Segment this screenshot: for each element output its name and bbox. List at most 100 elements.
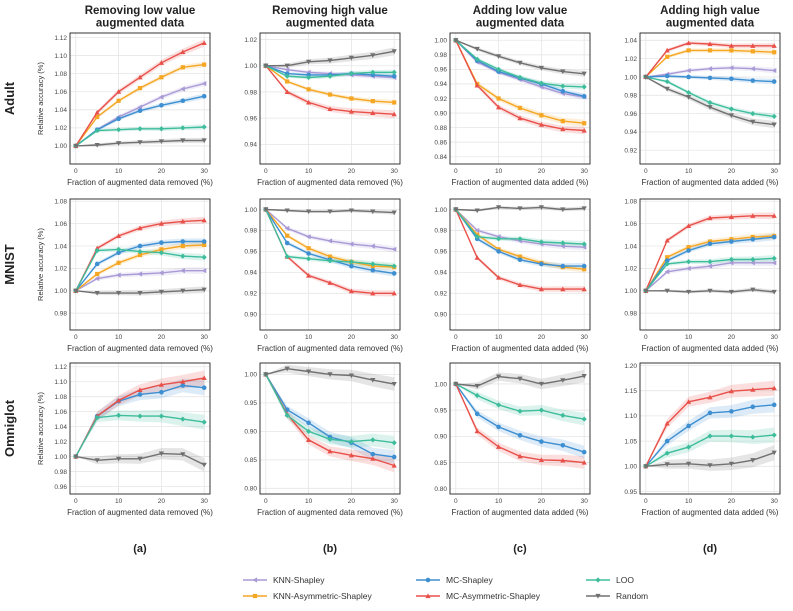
point-mc-shapley bbox=[306, 72, 311, 78]
legend-label: KNN-Asymmetric-Shapley bbox=[273, 591, 372, 601]
point-random bbox=[750, 119, 756, 125]
panel-letter-2: (b) bbox=[323, 543, 337, 555]
point-mc-shapley bbox=[560, 88, 566, 94]
point-random bbox=[707, 288, 713, 294]
point-knn-asymmetric-shapley bbox=[202, 242, 207, 248]
point-random bbox=[517, 206, 523, 212]
point-knn-shapley bbox=[370, 243, 375, 249]
point-loo bbox=[137, 413, 143, 419]
y-tick-label: 0.98 bbox=[54, 311, 67, 318]
y-tick-label: 0.90 bbox=[434, 110, 447, 117]
point-mc-shapley bbox=[137, 108, 143, 113]
y-tick-label: 1.20 bbox=[624, 363, 637, 370]
point-mc-shapley bbox=[729, 76, 734, 82]
y-tick-label: 0.96 bbox=[434, 67, 447, 74]
plot-frame bbox=[639, 32, 781, 165]
plot-area bbox=[73, 39, 207, 149]
point-mc-asymmetric-shapley bbox=[560, 126, 566, 132]
column-title-2: Removing high value augmented data bbox=[272, 5, 388, 30]
point-knn-asymmetric-shapley bbox=[707, 48, 713, 53]
point-mc-asymmetric-shapley bbox=[115, 89, 122, 94]
line-mc-asymmetric-shapley bbox=[645, 215, 775, 292]
plot-frame bbox=[69, 362, 211, 495]
band-loo bbox=[455, 384, 585, 426]
point-random bbox=[685, 289, 692, 295]
y-tick-label: 0.86 bbox=[434, 139, 447, 146]
point-random bbox=[137, 290, 143, 296]
x-tick-label: 30 bbox=[771, 498, 779, 505]
panel-mnist-3: 0.98 1.00 1.02 1.04 1.06 1.08 0 10 20 30 Fraction … bbox=[624, 199, 781, 353]
band-knn-shapley bbox=[75, 80, 205, 146]
point-mc-asymmetric-shapley bbox=[391, 111, 397, 117]
point-random bbox=[391, 210, 397, 216]
point-mc-shapley bbox=[159, 102, 164, 108]
y-tick-label: 1.06 bbox=[54, 409, 67, 416]
point-random bbox=[453, 207, 459, 213]
point-knn-shapley bbox=[180, 86, 185, 92]
y-axis-label: Relative accuracy (%) bbox=[36, 62, 45, 135]
row-title-adult: Adult bbox=[2, 81, 17, 115]
legend-marker bbox=[595, 593, 601, 599]
point-knn-asymmetric-shapley bbox=[349, 96, 354, 101]
point-random bbox=[538, 65, 545, 71]
y-tick-label: 1.00 bbox=[54, 143, 67, 150]
plot-frame bbox=[259, 32, 401, 165]
point-mc-asymmetric-shapley bbox=[771, 43, 777, 48]
y-tick-label: 0.96 bbox=[54, 484, 67, 491]
point-mc-asymmetric-shapley bbox=[348, 288, 355, 294]
point-knn-asymmetric-shapley bbox=[772, 50, 777, 55]
point-mc-asymmetric-shapley bbox=[474, 82, 480, 88]
column-title-1: Removing low value augmented data bbox=[85, 5, 196, 30]
y-tick-label: 0.92 bbox=[434, 96, 447, 103]
point-mc-asymmetric-shapley bbox=[750, 387, 756, 392]
point-random bbox=[474, 46, 480, 52]
y-tick-label: 0.98 bbox=[434, 52, 447, 59]
point-loo bbox=[94, 127, 100, 134]
point-knn-asymmetric-shapley bbox=[496, 96, 501, 101]
point-mc-asymmetric-shapley bbox=[771, 213, 777, 218]
point-random bbox=[495, 374, 502, 380]
legend-marker bbox=[425, 593, 431, 599]
band-mc-shapley bbox=[645, 397, 775, 467]
point-mc-shapley bbox=[116, 250, 121, 256]
y-tick-label: 0.96 bbox=[244, 115, 257, 122]
point-mc-asymmetric-shapley bbox=[158, 382, 165, 387]
point-knn-asymmetric-shapley bbox=[285, 233, 290, 238]
point-loo bbox=[538, 407, 545, 413]
point-random bbox=[643, 288, 649, 294]
point-random bbox=[538, 381, 545, 387]
y-tick-label: 1.08 bbox=[54, 199, 67, 206]
point-loo bbox=[327, 73, 333, 79]
point-mc-asymmetric-shapley bbox=[495, 104, 502, 110]
panel-adult-1: 0.94 0.96 0.98 1.00 1.02 0 10 20 30 Fraction of a… bbox=[244, 32, 403, 187]
point-random bbox=[327, 58, 333, 64]
point-random bbox=[201, 462, 207, 468]
point-random bbox=[284, 208, 290, 214]
point-loo bbox=[474, 234, 480, 240]
plot-area bbox=[643, 212, 777, 295]
point-knn-asymmetric-shapley bbox=[137, 252, 143, 258]
panel-omniglot-1: 0.80 0.85 0.90 0.95 1.00 0 10 20 30 Fraction of a… bbox=[244, 362, 403, 517]
point-mc-shapley bbox=[686, 248, 691, 253]
point-random bbox=[94, 142, 100, 148]
point-knn-asymmetric-shapley bbox=[202, 62, 207, 67]
legend-label: Random bbox=[616, 591, 648, 601]
point-knn-asymmetric-shapley bbox=[370, 99, 375, 104]
x-tick-label: 30 bbox=[391, 168, 399, 175]
y-tick-label: 1.02 bbox=[244, 37, 257, 44]
point-mc-shapley bbox=[771, 234, 777, 240]
y-tick-label: 1.04 bbox=[54, 107, 67, 114]
x-axis-label: Fraction of augmented data added (%) bbox=[642, 344, 779, 353]
point-loo bbox=[771, 113, 777, 119]
point-mc-asymmetric-shapley bbox=[685, 399, 692, 404]
point-mc-asymmetric-shapley bbox=[348, 452, 355, 458]
y-tick-label: 0.88 bbox=[434, 125, 447, 132]
y-tick-label: 0.90 bbox=[244, 312, 257, 319]
band-loo bbox=[645, 255, 775, 291]
plot-frame bbox=[259, 362, 401, 495]
x-tick-label: 20 bbox=[158, 498, 166, 505]
y-tick-label: 1.04 bbox=[54, 424, 67, 431]
band-mc-asymmetric-shapley bbox=[75, 39, 205, 146]
point-random bbox=[771, 450, 777, 456]
point-random bbox=[115, 141, 122, 146]
